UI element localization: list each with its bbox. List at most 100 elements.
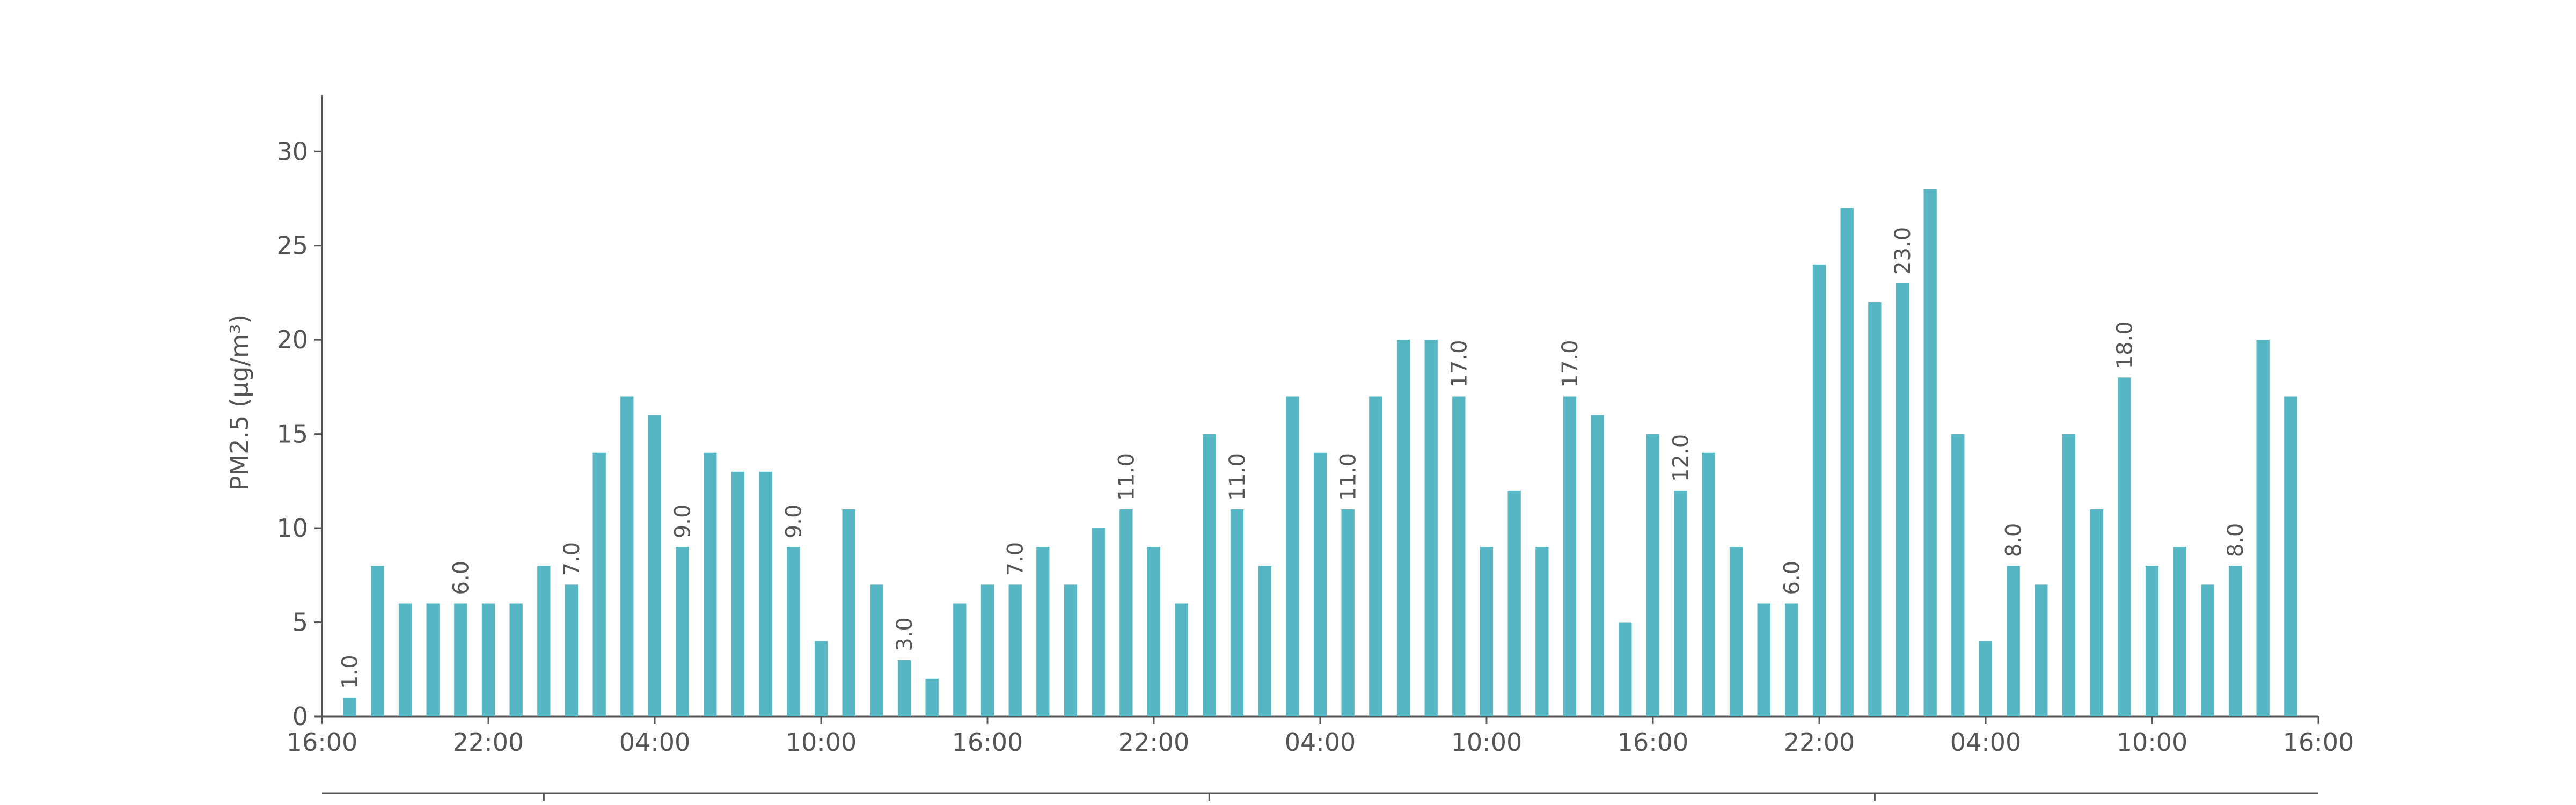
value-label: 9.0 [671,504,696,539]
bar [481,603,495,716]
bar [704,452,717,716]
value-label: 18.0 [2112,321,2137,369]
bar [2062,434,2076,716]
bar [1064,584,1078,716]
bar [1840,208,1854,717]
bar [1591,415,1604,716]
value-label: 7.0 [560,542,584,576]
bar [2228,566,2242,716]
bar [2256,340,2270,716]
x-tick-label: 04:00 [1950,728,2022,757]
bar [759,471,772,716]
bar [1147,547,1161,716]
bar [1119,509,1133,716]
value-label: 11.0 [1114,453,1139,501]
bar [620,396,634,716]
bar [398,603,412,716]
value-label: 8.0 [2002,523,2026,558]
x-tick-label: 16:00 [2283,728,2354,757]
y-tick-label: 10 [276,514,308,543]
y-tick-label: 25 [276,231,308,260]
bar [870,584,883,716]
bar [842,509,855,716]
value-label: 6.0 [1780,561,1804,595]
bar [1230,509,1244,716]
value-label: 7.0 [1004,542,1028,576]
value-label: 3.0 [892,617,917,652]
bar [2035,584,2048,716]
y-tick-label: 30 [276,137,308,166]
value-label: 23.0 [1891,227,1915,275]
bar [1757,603,1770,716]
value-label: 12.0 [1669,434,1694,482]
bar [1258,566,1271,716]
bar [426,603,440,716]
x-tick-label: 16:00 [952,728,1023,757]
bar [509,603,523,716]
bar [1619,622,1632,716]
bar [1702,452,1715,716]
bar [565,584,579,716]
value-label: 11.0 [1225,453,1250,501]
bar [1812,264,1826,716]
bar [731,471,745,716]
bar [1785,603,1798,716]
bar [1008,584,1022,716]
bar [1923,189,1937,716]
value-label: 1.0 [338,655,363,689]
value-label: 9.0 [781,504,806,539]
bar [1369,396,1382,716]
bar [1480,547,1494,716]
bar [1424,340,1438,716]
bar [648,415,662,716]
bar [1868,302,1882,716]
bar [1092,528,1105,716]
value-label: 17.0 [1558,340,1583,387]
bar [2090,509,2103,716]
bar [897,660,911,716]
bar [1951,434,1965,716]
y-tick-label: 5 [292,608,308,637]
x-tick-label: 22:00 [1784,728,1855,757]
y-tick-label: 20 [276,325,308,354]
bar [537,566,551,716]
bar [1036,547,1050,716]
x-tick-label: 22:00 [1118,728,1190,757]
bar [787,547,800,716]
bar [2173,547,2186,716]
bar [1396,340,1410,716]
x-tick-label: 22:00 [453,728,524,757]
bar [1507,490,1521,716]
bar [454,603,467,716]
x-tick-label: 10:00 [1451,728,1523,757]
bar [2007,566,2020,716]
y-tick-label: 0 [292,702,308,731]
bar [2284,396,2297,716]
bar [1286,396,1299,716]
bar [1563,396,1577,716]
bar [592,452,606,716]
bar [1535,547,1549,716]
bar [1341,509,1355,716]
x-tick-label: 16:00 [287,728,358,757]
bar [1313,452,1327,716]
bar [980,584,994,716]
y-axis-label: PM2.5 (μg/m³) [225,314,254,491]
bar [1896,283,1909,716]
value-label: 17.0 [1447,340,1472,387]
bar [1203,434,1216,716]
bar [953,603,967,716]
x-tick-label: 04:00 [619,728,691,757]
bar [2201,584,2214,716]
x-tick-label: 04:00 [1285,728,1356,757]
bar [676,547,689,716]
bar [2118,377,2131,716]
y-tick-label: 15 [276,420,308,449]
bar [1646,434,1660,716]
x-tick-label: 10:00 [2117,728,2188,757]
value-label: 8.0 [2223,523,2248,558]
bar [1729,547,1743,716]
bar [1674,490,1687,716]
